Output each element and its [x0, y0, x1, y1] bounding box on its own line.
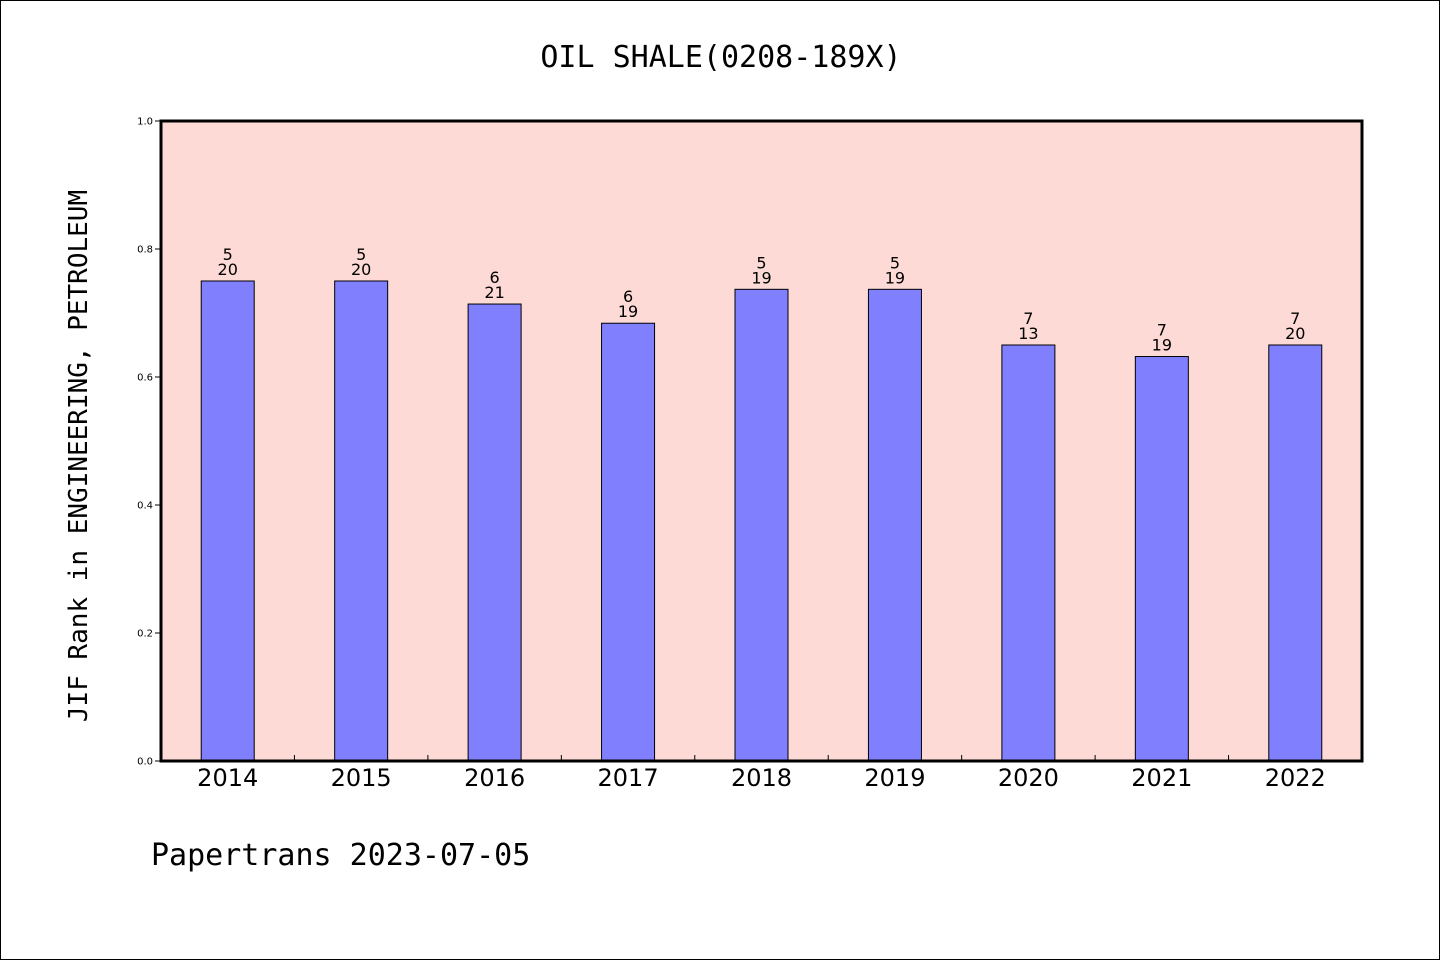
- plot-area: 0.00.20.40.60.81.05202014520201562120166…: [137, 117, 1364, 792]
- bar-rank-label: 5: [890, 253, 900, 272]
- bar-rank-label: 5: [223, 245, 233, 264]
- bar-rank-label: 5: [756, 253, 766, 272]
- y-tick-label: 0.8: [137, 245, 153, 256]
- x-tick-label: 2018: [731, 764, 792, 792]
- y-tick-label: 0.4: [137, 501, 153, 512]
- bar-rank-label: 5: [356, 245, 366, 264]
- bar: [467, 303, 522, 762]
- x-tick-label: 2022: [1265, 764, 1326, 792]
- y-tick-label: 1.0: [137, 117, 153, 128]
- x-tick-label: 2017: [598, 764, 659, 792]
- bar: [1001, 344, 1056, 762]
- bar: [334, 280, 389, 762]
- bar-total-label: 19: [751, 268, 771, 287]
- bar-total-label: 20: [1285, 324, 1305, 343]
- x-tick-label: 2019: [864, 764, 925, 792]
- bar-total-label: 20: [351, 260, 371, 279]
- y-tick-label: 0.6: [137, 373, 153, 384]
- bar-rank-label: 6: [623, 287, 633, 306]
- bar: [601, 322, 656, 762]
- bar: [200, 280, 255, 762]
- bar-total-label: 19: [618, 302, 638, 321]
- bar-rank-label: 6: [490, 268, 500, 287]
- bar-total-label: 20: [218, 260, 238, 279]
- chart-title: OIL SHALE(0208-189X): [540, 40, 901, 75]
- bar: [1134, 356, 1189, 762]
- plot-border: [159, 119, 1364, 763]
- bar: [734, 288, 789, 762]
- x-tick-label: 2021: [1131, 764, 1192, 792]
- bar-rank-label: 7: [1290, 309, 1300, 328]
- bar-total-label: 19: [885, 268, 905, 287]
- bar: [867, 288, 922, 762]
- footer-credit: Papertrans 2023-07-05: [151, 838, 530, 873]
- x-tick-label: 2016: [464, 764, 525, 792]
- bar-rank-label: 7: [1157, 321, 1167, 340]
- bar-total-label: 13: [1018, 324, 1038, 343]
- x-tick-label: 2020: [998, 764, 1059, 792]
- bar-total-label: 19: [1152, 336, 1172, 355]
- bar-rank-label: 7: [1023, 309, 1033, 328]
- y-tick-label: 0.2: [137, 629, 153, 640]
- bar-total-label: 21: [484, 283, 504, 302]
- y-tick-label: 0.0: [137, 757, 153, 768]
- y-axis-label: JIF Rank in ENGINEERING, PETROLEUM: [64, 190, 94, 722]
- x-tick-label: 2015: [331, 764, 392, 792]
- bar: [1268, 344, 1323, 762]
- x-tick-label: 2014: [197, 764, 258, 792]
